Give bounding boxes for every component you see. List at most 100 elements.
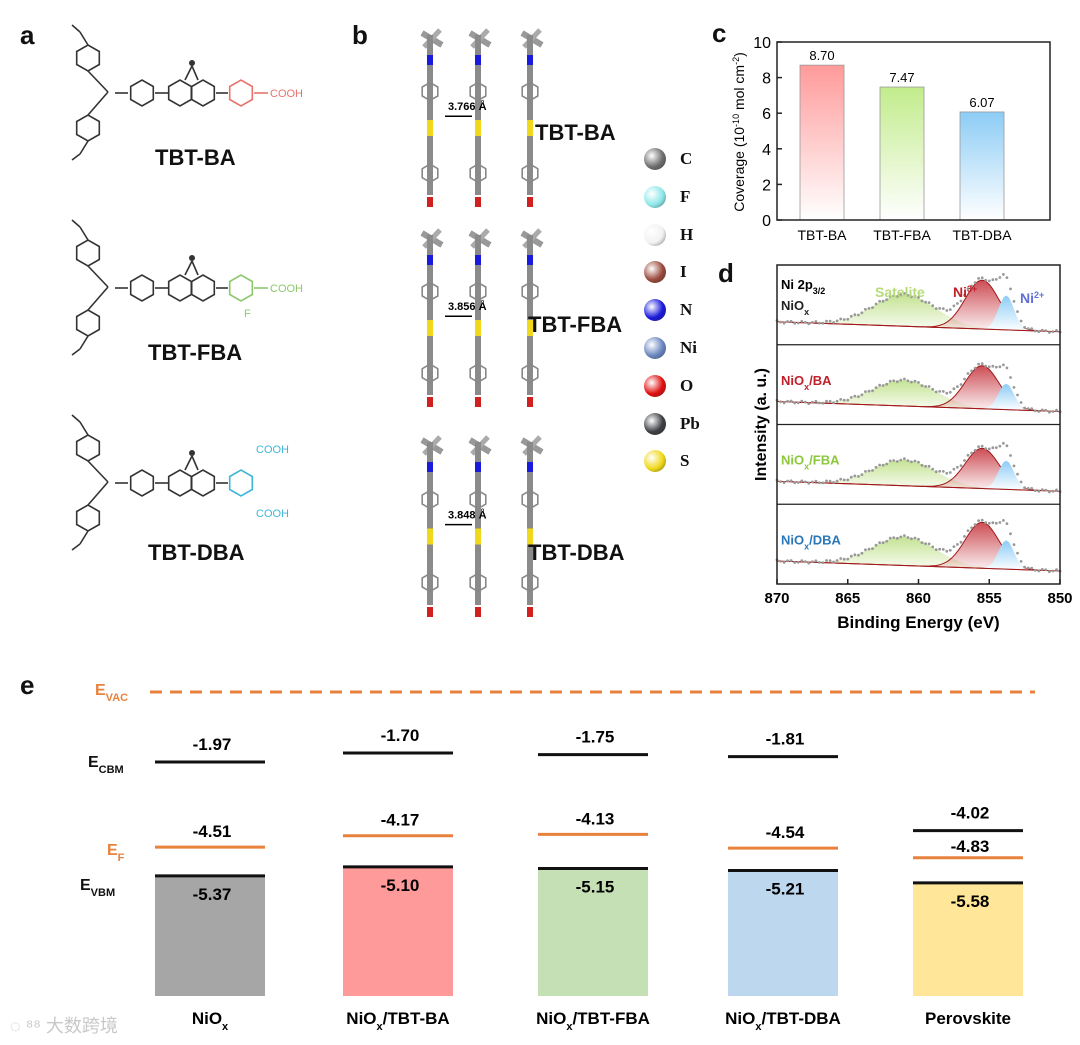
fit-peak <box>791 294 1046 332</box>
data-point <box>782 561 786 564</box>
data-point <box>980 518 984 522</box>
data-point <box>1055 329 1058 332</box>
label-part: E <box>80 877 91 894</box>
carboxyl-group: COOH <box>270 283 303 295</box>
vbm-value: -5.58 <box>951 892 990 911</box>
ring <box>421 163 439 184</box>
data-point <box>970 526 973 530</box>
label-part: -10 <box>731 114 741 127</box>
ring <box>75 309 101 337</box>
data-point <box>973 449 977 452</box>
nitrogen-segment <box>475 55 481 65</box>
data-point <box>853 474 857 478</box>
ring <box>421 572 439 593</box>
data-point <box>966 287 970 291</box>
fermi-value: -4.83 <box>951 837 990 856</box>
nitrogen-segment <box>475 462 481 472</box>
data-point <box>963 293 966 297</box>
data-point <box>963 535 966 538</box>
oxygen-segment <box>427 397 433 407</box>
data-point <box>917 537 920 541</box>
bond <box>79 140 89 155</box>
data-point <box>994 278 998 281</box>
data-point <box>977 519 980 522</box>
oxygen-segment <box>527 607 533 617</box>
label-part: NiO <box>725 1009 755 1028</box>
data-point <box>903 534 906 537</box>
fit-peak <box>791 295 1046 332</box>
data-point <box>1019 319 1023 323</box>
data-point <box>864 548 867 552</box>
data-point <box>878 541 881 544</box>
data-point <box>849 554 853 558</box>
bond <box>79 530 89 545</box>
data-point <box>832 401 835 405</box>
atom-sphere-icon <box>644 337 666 359</box>
stack-distance: 3.856 Å <box>448 300 487 313</box>
bar-value-label: 8.70 <box>809 48 834 63</box>
label-part: Coverage (10 <box>731 127 747 212</box>
data-point <box>927 301 931 304</box>
bond <box>79 226 89 241</box>
data-point <box>1055 568 1058 572</box>
label-part: NiO <box>536 1009 566 1028</box>
data-point <box>910 380 913 384</box>
data-point <box>963 377 966 381</box>
fermi-level-label: EF <box>107 842 125 864</box>
data-point <box>1048 490 1051 494</box>
oxygen-segment <box>427 607 433 617</box>
data-point <box>899 535 903 539</box>
nitrogen-segment <box>527 462 533 472</box>
bond <box>191 455 199 471</box>
data-point <box>1016 472 1019 476</box>
data-point <box>998 521 1002 524</box>
data-point <box>821 321 825 325</box>
sulfur-atom <box>189 450 195 456</box>
molecule-backbone <box>427 35 433 195</box>
data-point <box>1023 406 1026 410</box>
data-point <box>970 369 973 373</box>
data-point <box>796 560 800 564</box>
data-point <box>1033 329 1037 333</box>
data-point <box>779 480 782 483</box>
ring <box>469 81 487 102</box>
data-point <box>1026 487 1030 490</box>
fit-peak <box>791 536 1046 571</box>
data-point <box>991 364 995 368</box>
data-point <box>1002 273 1005 276</box>
data-point <box>878 383 881 387</box>
data-point <box>924 464 927 468</box>
data-point <box>846 557 850 561</box>
x-tick-label: 865 <box>835 590 860 607</box>
label-part: /BA <box>809 373 832 388</box>
atom-symbol: N <box>680 300 693 320</box>
data-point <box>910 537 913 541</box>
data-point <box>839 477 843 481</box>
valence-band-bar <box>155 875 265 996</box>
data-point <box>860 311 864 315</box>
label-part: 2+ <box>1034 290 1044 300</box>
sulfur-segment <box>527 528 533 545</box>
bond <box>71 24 81 33</box>
data-point <box>1051 569 1055 573</box>
data-point <box>779 559 782 563</box>
data-point <box>1030 566 1034 570</box>
data-point <box>807 561 811 565</box>
data-point <box>963 459 966 462</box>
bond <box>191 65 199 81</box>
data-point <box>941 548 945 551</box>
data-point <box>881 299 885 303</box>
sulfur-segment <box>427 320 433 336</box>
ring <box>75 504 101 532</box>
data-point <box>977 277 980 280</box>
label-part: ) <box>731 52 747 57</box>
data-point <box>941 470 945 473</box>
data-point <box>825 399 828 403</box>
data-point <box>1005 366 1009 370</box>
panel-label-d: d <box>718 258 734 288</box>
data-point <box>1016 393 1019 397</box>
label-part: /DBA <box>809 532 841 547</box>
data-point <box>786 399 789 403</box>
data-point <box>899 378 903 382</box>
